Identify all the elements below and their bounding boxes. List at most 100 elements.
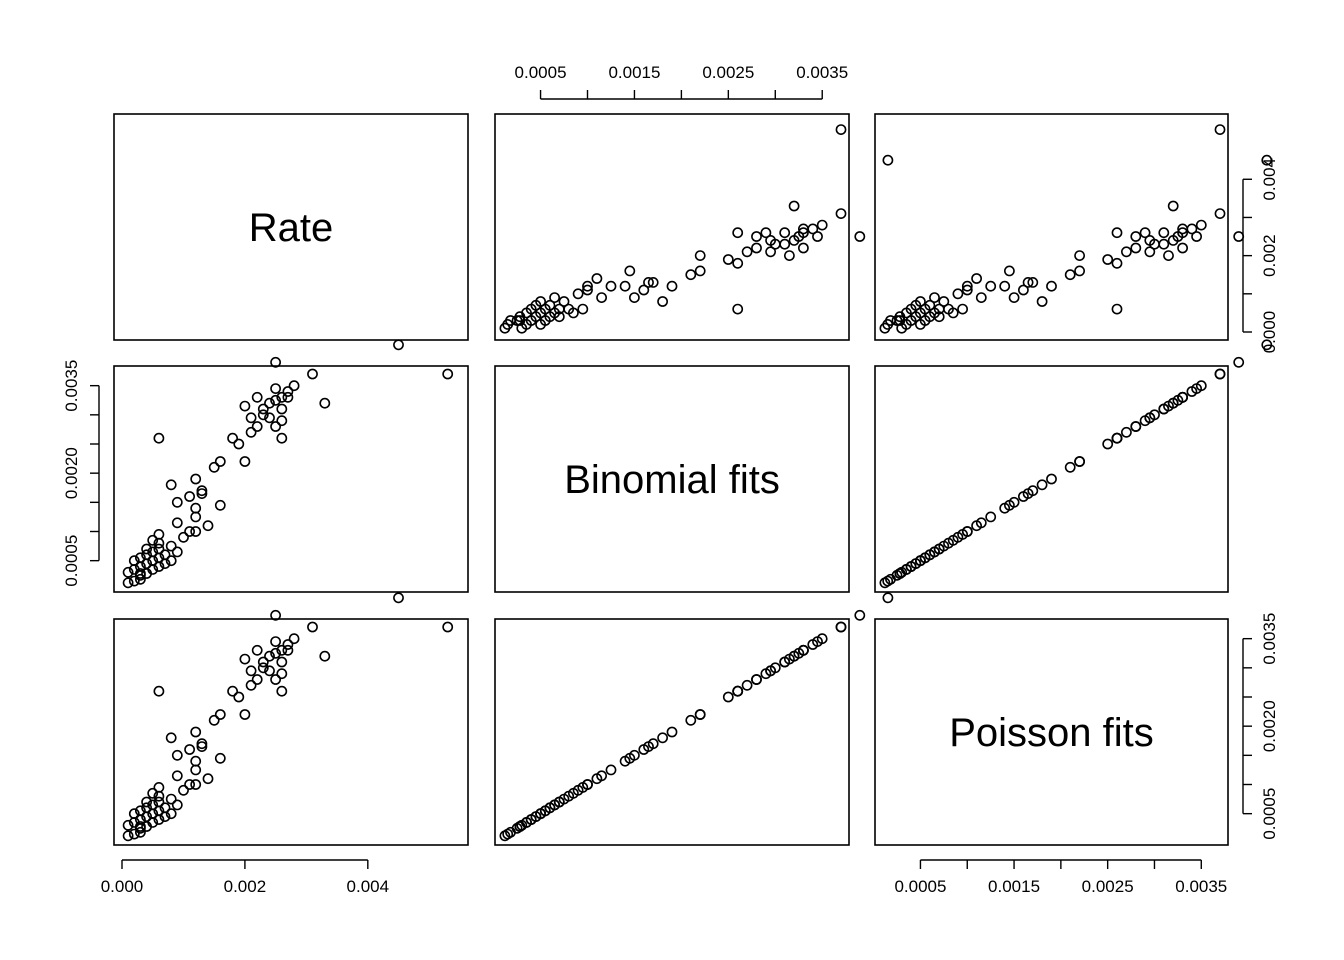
data-point <box>619 280 631 292</box>
data-point <box>915 296 926 307</box>
data-point <box>835 124 847 136</box>
tick-label: 0.000 <box>101 877 144 896</box>
axis-bottom-col3: 0.0005 0.0015 0.0025 0.0035 <box>894 859 1227 896</box>
data-point <box>190 726 202 738</box>
data-point <box>276 644 288 656</box>
data-point <box>153 529 165 540</box>
data-point <box>572 288 584 300</box>
data-point <box>178 531 189 543</box>
data-point <box>961 526 973 537</box>
panel-r1-c2 <box>494 113 894 341</box>
data-point <box>553 311 565 323</box>
data-point <box>929 292 940 303</box>
panel-frame <box>874 113 1229 341</box>
data-point <box>128 555 140 567</box>
data-point <box>1130 242 1142 254</box>
axis-top-col2: 0.0005 0.0015 0.0025 0.0035 <box>515 63 848 100</box>
data-point <box>141 543 152 555</box>
data-point <box>788 234 800 246</box>
data-point <box>190 779 202 790</box>
data-point <box>171 546 183 558</box>
data-point <box>854 231 866 242</box>
data-point <box>393 592 404 604</box>
data-point <box>732 257 744 269</box>
data-point <box>208 714 220 726</box>
data-point <box>276 415 288 427</box>
data-point <box>190 473 202 485</box>
data-point <box>1046 473 1057 485</box>
data-point <box>694 250 706 261</box>
data-point <box>122 819 134 831</box>
data-point <box>276 685 288 697</box>
data-point <box>694 709 706 720</box>
panel-r2-c3 <box>874 339 1273 593</box>
data-point <box>1027 485 1039 497</box>
data-point <box>596 292 607 303</box>
data-point <box>270 609 281 621</box>
data-point <box>1158 403 1170 415</box>
data-point <box>1214 368 1226 380</box>
data-point <box>1144 234 1156 246</box>
data-point <box>629 749 640 761</box>
data-point <box>1158 227 1170 239</box>
data-point <box>165 555 177 567</box>
axis-bottom-col1: 0.000 0.002 0.004 <box>101 859 389 896</box>
data-point <box>751 242 762 254</box>
data-point <box>1195 219 1207 231</box>
data-point <box>276 668 288 680</box>
data-point <box>568 307 579 319</box>
data-point <box>214 456 226 467</box>
data-point <box>1144 246 1156 258</box>
data-point <box>134 573 146 585</box>
data-point <box>122 830 134 842</box>
data-point <box>264 397 275 409</box>
tick-label: 0.0025 <box>1082 877 1134 896</box>
data-point <box>245 679 257 691</box>
data-point <box>1186 223 1198 235</box>
panel-frame <box>494 618 850 846</box>
data-point <box>282 391 294 403</box>
data-point <box>798 223 809 235</box>
data-point <box>239 400 251 412</box>
data-point <box>251 421 263 432</box>
data-point <box>233 438 245 450</box>
data-point <box>307 621 318 633</box>
data-point <box>514 821 526 832</box>
data-point <box>134 805 146 817</box>
data-point <box>1121 426 1132 438</box>
data-point <box>270 674 281 685</box>
data-point <box>779 227 791 239</box>
data-point <box>1018 284 1029 296</box>
data-point <box>128 575 140 587</box>
panel-r3-c1 <box>113 592 469 846</box>
data-point <box>178 784 189 796</box>
panel-r3-c3: Poisson fits <box>874 618 1229 846</box>
data-point <box>257 656 269 668</box>
data-point <box>854 609 866 621</box>
data-point <box>319 650 331 662</box>
data-point <box>1046 280 1057 292</box>
panel-r3-c2 <box>494 592 894 846</box>
tick-label: 0.000 <box>1260 311 1279 354</box>
data-point <box>816 633 828 645</box>
data-point <box>393 339 404 351</box>
data-point <box>276 391 288 403</box>
data-point <box>184 744 195 755</box>
data-point <box>1261 339 1273 351</box>
data-point <box>190 755 202 767</box>
tick-label: 0.004 <box>1260 158 1279 201</box>
data-point <box>1233 356 1245 368</box>
data-point <box>257 403 269 415</box>
data-point <box>751 231 762 242</box>
data-point <box>549 292 560 303</box>
data-point <box>245 426 257 438</box>
data-point <box>647 738 659 750</box>
data-point <box>938 296 950 307</box>
data-point <box>765 246 776 258</box>
data-point <box>779 238 791 250</box>
data-point <box>732 227 744 239</box>
data-point <box>924 299 936 311</box>
data-point <box>251 391 263 403</box>
data-point <box>153 796 165 808</box>
